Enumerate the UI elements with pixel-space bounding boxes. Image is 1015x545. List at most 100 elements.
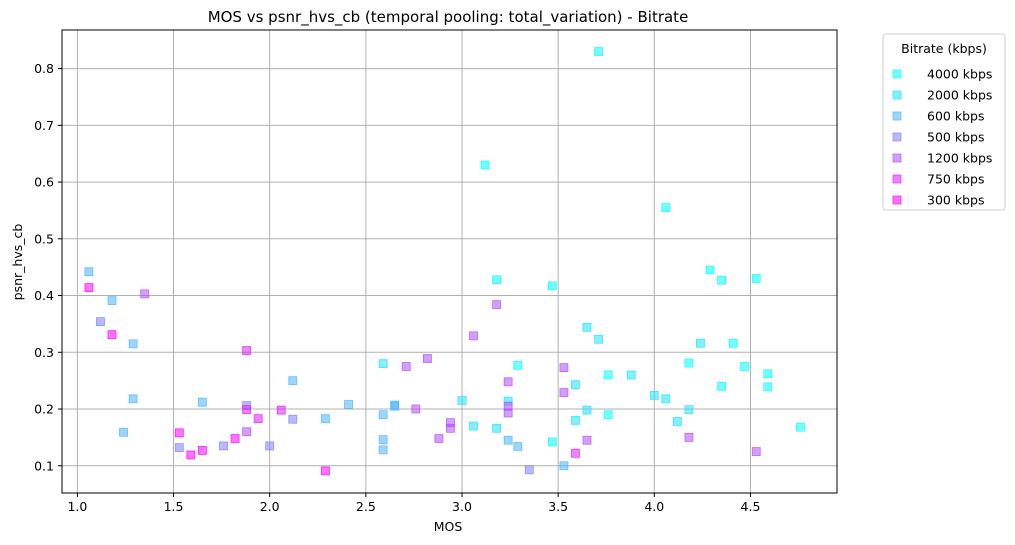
data-point — [401, 362, 411, 371]
data-point — [740, 362, 750, 371]
y-axis-label: psnr_hvs_cb — [10, 224, 25, 301]
data-point — [661, 203, 671, 212]
data-point — [253, 414, 263, 424]
data-point — [717, 275, 727, 285]
data-point — [763, 382, 773, 392]
legend-label: 2000 kbps — [927, 88, 992, 103]
data-point — [763, 369, 773, 379]
legend-marker — [892, 69, 902, 79]
data-point — [469, 331, 478, 341]
data-point — [503, 435, 513, 445]
data-point — [717, 381, 727, 391]
grid-lines — [62, 30, 837, 493]
legend-title: Bitrate (kbps) — [901, 41, 987, 56]
data-point — [96, 317, 105, 327]
data-point — [603, 370, 613, 380]
x-tick-label: 4.0 — [644, 499, 664, 514]
data-point — [422, 354, 432, 363]
y-tick-label: 0.7 — [34, 118, 54, 133]
data-points — [84, 47, 805, 476]
data-point — [559, 388, 569, 397]
data-point — [446, 423, 455, 433]
legend-label: 600 kbps — [927, 109, 984, 124]
legend-marker — [892, 90, 902, 100]
data-point — [571, 448, 580, 458]
data-point — [705, 265, 715, 275]
data-point — [751, 274, 761, 283]
data-point — [174, 443, 184, 453]
data-point — [242, 405, 252, 414]
data-point — [174, 428, 184, 438]
data-point — [571, 380, 580, 390]
data-point — [242, 427, 252, 437]
data-point — [684, 358, 694, 368]
data-point — [582, 435, 592, 445]
data-point — [84, 283, 94, 293]
data-point — [661, 394, 671, 404]
data-point — [276, 405, 286, 415]
data-point — [513, 442, 523, 451]
data-point — [321, 466, 330, 476]
data-point — [378, 410, 388, 420]
x-tick-label: 3.0 — [452, 499, 472, 514]
data-point — [378, 435, 388, 445]
data-point — [128, 339, 138, 349]
data-point — [219, 441, 228, 451]
data-point — [140, 289, 150, 299]
data-point — [378, 359, 388, 369]
data-point — [321, 414, 330, 424]
data-point — [582, 322, 592, 332]
data-point — [186, 450, 196, 460]
data-point — [503, 377, 513, 387]
data-point — [457, 396, 467, 405]
data-point — [197, 446, 207, 455]
data-point — [559, 461, 569, 471]
data-point — [242, 346, 252, 355]
y-tick-label: 0.8 — [34, 61, 54, 76]
legend-marker — [892, 153, 902, 163]
data-point — [513, 360, 523, 370]
data-point — [119, 427, 128, 437]
x-tick-label: 1.0 — [67, 499, 87, 514]
data-point — [128, 394, 138, 404]
data-point — [547, 281, 557, 291]
data-point — [503, 408, 513, 418]
data-point — [288, 376, 298, 386]
data-point — [265, 441, 275, 451]
y-tick-label: 0.1 — [34, 458, 54, 473]
legend-label: 1200 kbps — [927, 151, 992, 166]
data-point — [603, 410, 613, 420]
data-point — [469, 421, 478, 431]
legend-marker — [892, 111, 902, 121]
data-point — [107, 330, 117, 340]
data-point — [594, 47, 603, 56]
y-tick-label: 0.2 — [34, 402, 54, 417]
plot-frame — [61, 29, 838, 494]
data-point — [434, 434, 444, 443]
data-point — [344, 400, 353, 409]
data-point — [547, 437, 557, 447]
legend-label: 500 kbps — [927, 130, 984, 145]
data-point — [649, 391, 659, 400]
chart-title: MOS vs psnr_hvs_cb (temporal pooling: to… — [208, 8, 689, 27]
data-point — [696, 338, 705, 348]
legend-marker — [892, 195, 902, 205]
legend-frame — [882, 33, 1006, 211]
data-point — [230, 434, 240, 443]
data-point — [492, 300, 502, 310]
data-point — [672, 417, 682, 426]
data-point — [751, 447, 761, 456]
data-point — [390, 401, 400, 411]
legend-label: 4000 kbps — [927, 67, 992, 82]
x-tick-label: 3.5 — [548, 499, 568, 514]
y-tick-label: 0.5 — [34, 231, 54, 246]
data-point — [84, 267, 94, 277]
data-point — [492, 275, 502, 285]
y-tick-label: 0.4 — [34, 288, 54, 303]
data-point — [107, 296, 117, 306]
x-tick-label: 2.5 — [356, 499, 376, 514]
legend-label: 300 kbps — [927, 193, 984, 208]
data-point — [684, 405, 694, 414]
x-tick-label: 2.0 — [260, 499, 280, 514]
